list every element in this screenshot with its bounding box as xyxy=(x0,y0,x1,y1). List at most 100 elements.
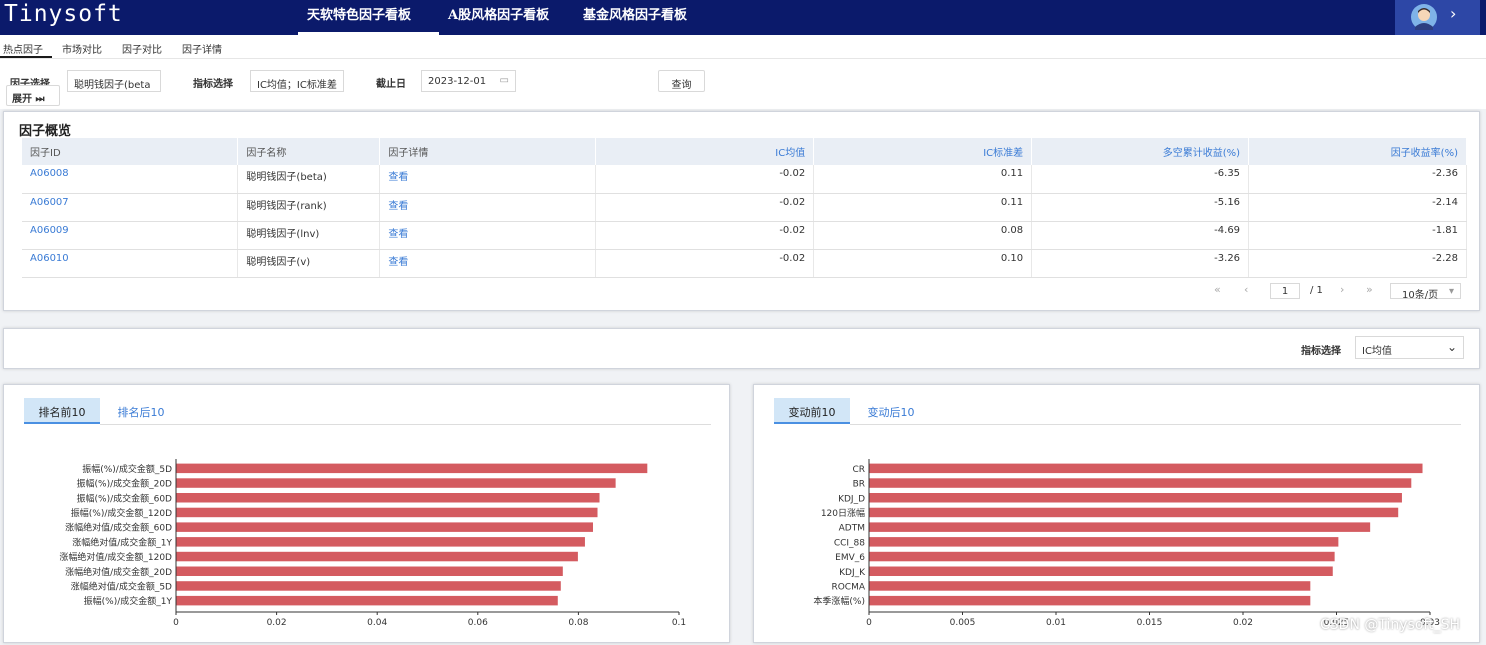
table-header-row: 因子ID 因子名称 因子详情 IC均值 IC标准差 多空累计收益(%) 因子收益… xyxy=(22,138,1467,165)
indicator-bar-select[interactable]: IC均值 ⌄ xyxy=(1355,336,1464,359)
prev-page-icon[interactable]: ‹ xyxy=(1244,283,1249,296)
subnav-active-indicator xyxy=(0,56,52,58)
factor-return-value: -2.28 xyxy=(1248,249,1467,278)
tab-fund-style-board[interactable]: 基金风格因子看板 xyxy=(583,8,688,23)
overview-title: 因子概览 xyxy=(19,124,72,139)
table-row[interactable]: A06009 聪明钱因子(lnv) 查看 -0.02 0.08 -4.69 -1… xyxy=(22,221,1467,250)
ic-mean-value: -0.02 xyxy=(595,221,815,250)
table-row[interactable]: A06010 聪明钱因子(v) 查看 -0.02 0.10 -3.26 -2.2… xyxy=(22,249,1467,278)
indicator-bar: 指标选择 IC均值 ⌄ xyxy=(3,328,1480,369)
expand-button[interactable]: 展开 ⏭ xyxy=(6,85,60,106)
long-short-return-value: -6.35 xyxy=(1031,165,1250,194)
factor-id-link[interactable]: A06007 xyxy=(22,193,239,222)
page-size-select[interactable]: 10条/页 ▾ xyxy=(1390,283,1461,301)
x-tick-label: 0.04 xyxy=(367,618,387,626)
query-button[interactable]: 查询 xyxy=(658,70,705,92)
x-tick-label: 0.1 xyxy=(672,618,686,626)
col-long-short-return[interactable]: 多空累计收益(%) xyxy=(1031,138,1250,165)
chart-bar xyxy=(869,522,1371,532)
x-tick-label: 0.02 xyxy=(1233,618,1253,626)
chevron-down-icon: ▾ xyxy=(1448,286,1454,297)
category-label: EMV_6 xyxy=(835,553,865,563)
active-tab-indicator xyxy=(298,32,439,35)
page-size-value: 10条/页 xyxy=(1402,290,1439,301)
date-input[interactable]: 2023-12-01 ▭ xyxy=(421,70,516,92)
chevron-right-icon[interactable]: › xyxy=(1450,4,1457,23)
chart-bar xyxy=(869,581,1311,591)
category-label: KDJ_K xyxy=(839,568,866,578)
tab-top10[interactable]: 排名前10 xyxy=(24,398,100,424)
calendar-icon[interactable]: ▭ xyxy=(499,75,509,86)
factor-select-input[interactable]: 聪明钱因子(beta xyxy=(67,70,161,92)
factor-id-link[interactable]: A06008 xyxy=(22,165,239,194)
change-bar-chart: CR BR KDJ_D 120日涨幅 ADTM CCI_88 EMV_6 KDJ_K ROCMA… xyxy=(813,459,1440,626)
view-detail-link[interactable]: 查看 xyxy=(379,193,597,222)
chart-bar xyxy=(176,478,616,488)
tab-a-share-style-board[interactable]: A股风格因子看板 xyxy=(448,8,550,23)
factor-id-link[interactable]: A06009 xyxy=(22,221,239,250)
category-label: 振幅(%)/成交金额_120D xyxy=(71,507,172,519)
view-detail-link[interactable]: 查看 xyxy=(379,249,597,278)
col-factor-name[interactable]: 因子名称 xyxy=(237,138,381,165)
chart-bar xyxy=(176,493,600,503)
x-tick-label: 0.015 xyxy=(1137,618,1163,626)
tab-divider xyxy=(850,424,1461,425)
x-tick-label: 0.08 xyxy=(568,618,588,626)
date-label: 截止日 xyxy=(376,79,406,90)
x-tick-label: 0 xyxy=(173,618,179,626)
watermark: CSDN @Tinysoft_SH xyxy=(1320,617,1460,633)
chart-bar xyxy=(869,507,1399,518)
last-page-icon[interactable]: » xyxy=(1366,283,1373,296)
col-factor-return[interactable]: 因子收益率(%) xyxy=(1248,138,1467,165)
tab-change-top10[interactable]: 变动前10 xyxy=(774,398,850,424)
view-detail-link[interactable]: 查看 xyxy=(379,165,597,194)
page-number-input[interactable]: 1 xyxy=(1270,283,1300,299)
factor-overview-panel: 因子概览 因子ID 因子名称 因子详情 IC均值 IC标准差 多空累计收益(%)… xyxy=(3,111,1480,311)
category-label: 涨幅绝对值/成交金额_1Y xyxy=(72,536,172,548)
top-bar: Tinysoft 天软特色因子看板 A股风格因子看板 基金风格因子看板 › xyxy=(0,0,1486,35)
category-label: KDJ_D xyxy=(838,494,865,504)
tab-tinysoft-factor-board[interactable]: 天软特色因子看板 xyxy=(307,8,412,23)
col-ic-std[interactable]: IC标准差 xyxy=(813,138,1033,165)
x-tick-label: 0.025 xyxy=(1324,618,1350,626)
change-chart-panel: 变动前10 变动后10 CR BR KDJ_D 120日涨幅 ADTM CCI_88 EMV… xyxy=(753,384,1480,643)
factor-return-value: -2.36 xyxy=(1248,165,1467,194)
tab-change-bottom10[interactable]: 变动后10 xyxy=(867,406,915,419)
factor-name: 聪明钱因子(rank) xyxy=(237,193,381,222)
indicator-bar-label: 指标选择 xyxy=(1301,346,1341,357)
first-page-icon[interactable]: « xyxy=(1214,283,1221,296)
subnav-factor-compare[interactable]: 因子对比 xyxy=(122,45,162,56)
x-tick-label: 0.01 xyxy=(1046,618,1066,626)
indicator-select-input[interactable]: IC均值；IC标准差 xyxy=(250,70,344,92)
next-page-icon[interactable]: › xyxy=(1340,283,1345,296)
ic-std-value: 0.10 xyxy=(813,249,1033,278)
chart-bar xyxy=(176,463,648,474)
factor-id-link[interactable]: A06010 xyxy=(22,249,239,278)
date-value: 2023-12-01 xyxy=(428,76,487,87)
subnav-market-compare[interactable]: 市场对比 xyxy=(62,45,102,56)
category-label: BR xyxy=(853,480,865,490)
view-detail-link[interactable]: 查看 xyxy=(379,221,597,250)
chart-bar xyxy=(869,478,1412,488)
x-tick-label: 0 xyxy=(866,618,872,626)
subnav-factor-detail[interactable]: 因子详情 xyxy=(182,45,222,56)
table-row[interactable]: A06008 聪明钱因子(beta) 查看 -0.02 0.11 -6.35 -… xyxy=(22,165,1467,194)
category-label: 本季涨幅(%) xyxy=(813,595,865,607)
chart-bar xyxy=(869,493,1402,503)
ranking-bar-chart: 振幅(%)/成交金额_5D 振幅(%)/成交金额_20D 振幅(%)/成交金额_60… xyxy=(59,459,686,626)
x-tick-label: 0.005 xyxy=(950,618,976,626)
subnav-hot-factors[interactable]: 热点因子 xyxy=(3,45,43,56)
chart-bar xyxy=(869,537,1339,547)
col-factor-id[interactable]: 因子ID xyxy=(22,138,239,165)
sub-navigation: 热点因子 市场对比 因子对比 因子详情 xyxy=(0,35,1486,59)
chart-bar xyxy=(176,537,585,547)
tab-bottom10[interactable]: 排名后10 xyxy=(117,406,165,419)
chart-bar xyxy=(869,463,1423,474)
table-row[interactable]: A06007 聪明钱因子(rank) 查看 -0.02 0.11 -5.16 -… xyxy=(22,193,1467,222)
col-factor-detail[interactable]: 因子详情 xyxy=(379,138,597,165)
user-area[interactable] xyxy=(1395,0,1480,35)
category-label: 涨幅绝对值/成交金额_20D xyxy=(65,566,172,578)
col-ic-mean[interactable]: IC均值 xyxy=(595,138,815,165)
user-avatar-icon[interactable] xyxy=(1411,4,1437,30)
factor-table: 因子ID 因子名称 因子详情 IC均值 IC标准差 多空累计收益(%) 因子收益… xyxy=(22,138,1467,278)
